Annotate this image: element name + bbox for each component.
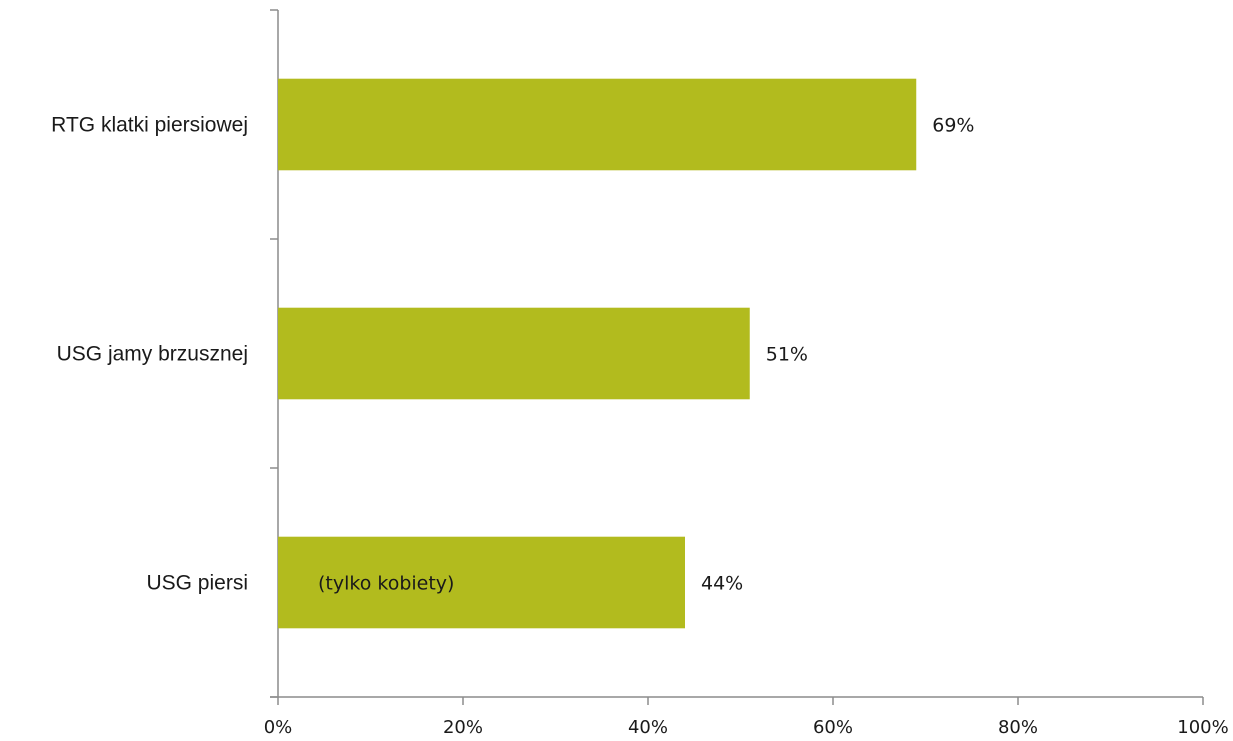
category-label: RTG klatki piersiowej	[51, 114, 248, 137]
x-tick-label: 0%	[264, 717, 293, 738]
bar	[278, 536, 685, 629]
x-tick-label: 100%	[1177, 717, 1228, 738]
value-label: 69%	[932, 115, 974, 137]
value-label: 51%	[766, 344, 808, 366]
bar	[278, 307, 750, 400]
category-label: USG piersi	[146, 572, 248, 595]
bars	[278, 78, 917, 629]
x-tick-label: 20%	[443, 717, 483, 738]
x-tick-label: 40%	[628, 717, 668, 738]
labels: 0% 20% 40% 60% 80% 100% RTG klatki piersiowej 6…	[51, 114, 1229, 739]
bar-note-label: (tylko kobiety)	[318, 573, 454, 595]
bar	[278, 78, 917, 171]
category-label: USG jamy brzusznej	[57, 343, 248, 366]
x-tick-label: 60%	[813, 717, 853, 738]
x-tick-label: 80%	[998, 717, 1038, 738]
value-label: 44%	[701, 573, 743, 595]
